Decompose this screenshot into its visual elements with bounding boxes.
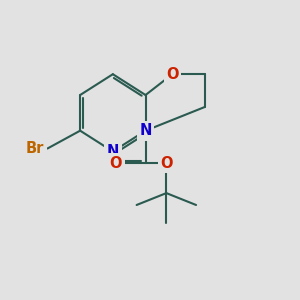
Text: O: O — [110, 156, 122, 171]
Text: N: N — [140, 123, 152, 138]
Text: O: O — [166, 67, 178, 82]
Text: Br: Br — [26, 141, 44, 156]
Text: O: O — [160, 156, 172, 171]
Text: N: N — [107, 144, 119, 159]
